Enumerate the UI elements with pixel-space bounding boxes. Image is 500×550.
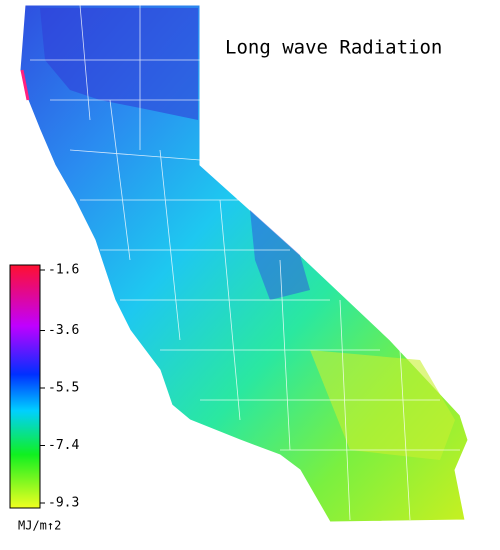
colorbar-tick-label: -9.3: [48, 496, 79, 511]
sierra-region: [250, 210, 310, 300]
colorbar-tick-label: -3.6: [48, 323, 79, 338]
map-title: Long wave Radiation: [225, 37, 442, 59]
county-lines: [30, 4, 460, 521]
california-map: [19, 4, 469, 523]
colorbar-unit: MJ/m↑2: [18, 519, 61, 533]
northern-blue-region: [40, 8, 198, 120]
colorbar-ticks: -1.6 -3.6 -5.5 -7.4 -9.3: [40, 263, 79, 511]
colorbar-tick-label: -5.5: [48, 381, 79, 396]
colorbar: [9, 264, 41, 509]
colorbar-tick-label: -7.4: [48, 438, 79, 453]
coast-highlight: [20, 69, 30, 101]
colorbar-tick-label: -1.6: [48, 263, 79, 278]
